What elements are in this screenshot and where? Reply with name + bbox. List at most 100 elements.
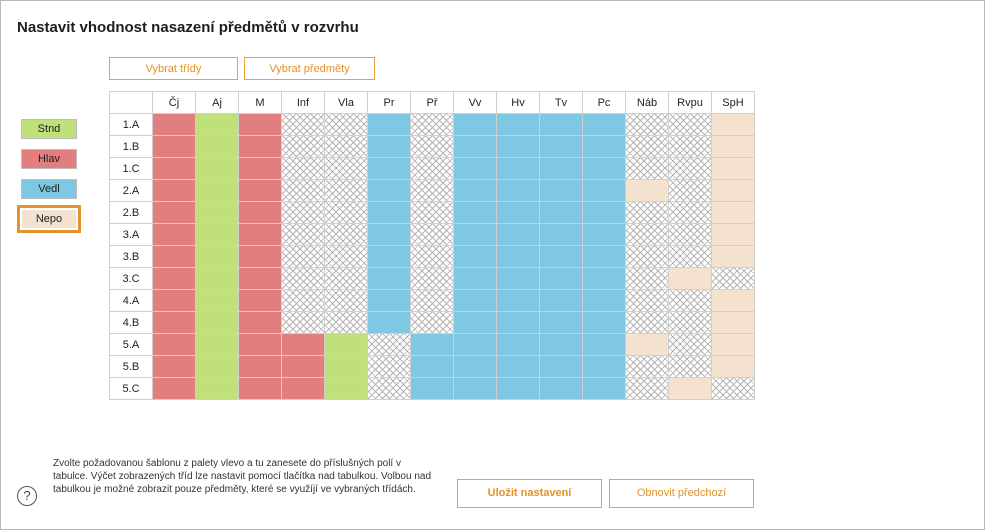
grid-cell[interactable]: [539, 113, 583, 136]
grid-cell[interactable]: [496, 113, 540, 136]
grid-cell[interactable]: [238, 135, 282, 158]
grid-cell[interactable]: [668, 201, 712, 224]
grid-cell[interactable]: [281, 311, 325, 334]
grid-cell[interactable]: [410, 245, 454, 268]
grid-cell[interactable]: [152, 223, 196, 246]
grid-cell[interactable]: [324, 377, 368, 400]
grid-cell[interactable]: [281, 179, 325, 202]
question-icon[interactable]: ?: [17, 486, 37, 506]
grid-cell[interactable]: [281, 223, 325, 246]
palette-hlav[interactable]: Hlav: [21, 149, 77, 169]
grid-cell[interactable]: [582, 377, 626, 400]
grid-cell[interactable]: [410, 333, 454, 356]
grid-cell[interactable]: [367, 135, 411, 158]
grid-cell[interactable]: [152, 157, 196, 180]
grid-cell[interactable]: [539, 377, 583, 400]
grid-cell[interactable]: [195, 157, 239, 180]
grid-cell[interactable]: [625, 289, 669, 312]
grid-cell[interactable]: [410, 267, 454, 290]
grid-cell[interactable]: [453, 201, 497, 224]
select-classes-button[interactable]: Vybrat třídy: [109, 57, 238, 80]
grid-cell[interactable]: [238, 377, 282, 400]
grid-cell[interactable]: [324, 157, 368, 180]
grid-cell[interactable]: [324, 245, 368, 268]
grid-cell[interactable]: [410, 179, 454, 202]
grid-cell[interactable]: [711, 245, 755, 268]
grid-cell[interactable]: [582, 245, 626, 268]
grid-cell[interactable]: [625, 179, 669, 202]
grid-cell[interactable]: [668, 377, 712, 400]
grid-cell[interactable]: [367, 201, 411, 224]
grid-cell[interactable]: [496, 377, 540, 400]
palette-stnd[interactable]: Stnd: [21, 119, 77, 139]
grid-cell[interactable]: [453, 311, 497, 334]
grid-cell[interactable]: [668, 267, 712, 290]
grid-cell[interactable]: [711, 179, 755, 202]
grid-cell[interactable]: [668, 135, 712, 158]
grid-cell[interactable]: [367, 355, 411, 378]
grid-cell[interactable]: [668, 333, 712, 356]
grid-cell[interactable]: [582, 201, 626, 224]
grid-cell[interactable]: [668, 355, 712, 378]
grid-cell[interactable]: [453, 113, 497, 136]
grid-cell[interactable]: [410, 289, 454, 312]
grid-cell[interactable]: [539, 201, 583, 224]
grid-cell[interactable]: [367, 245, 411, 268]
grid-cell[interactable]: [281, 377, 325, 400]
palette-nepo-selected[interactable]: Nepo: [17, 205, 81, 233]
select-subjects-button[interactable]: Vybrat předměty: [244, 57, 375, 80]
grid-cell[interactable]: [711, 355, 755, 378]
grid-cell[interactable]: [625, 135, 669, 158]
grid-cell[interactable]: [711, 289, 755, 312]
grid-cell[interactable]: [324, 289, 368, 312]
grid-cell[interactable]: [410, 201, 454, 224]
grid-cell[interactable]: [539, 355, 583, 378]
grid-cell[interactable]: [281, 355, 325, 378]
grid-cell[interactable]: [195, 311, 239, 334]
grid-cell[interactable]: [496, 245, 540, 268]
grid-cell[interactable]: [539, 179, 583, 202]
grid-cell[interactable]: [668, 311, 712, 334]
grid-cell[interactable]: [582, 355, 626, 378]
grid-cell[interactable]: [625, 157, 669, 180]
grid-cell[interactable]: [539, 267, 583, 290]
grid-cell[interactable]: [582, 113, 626, 136]
grid-cell[interactable]: [152, 113, 196, 136]
grid-cell[interactable]: [367, 289, 411, 312]
grid-cell[interactable]: [496, 201, 540, 224]
grid-cell[interactable]: [324, 355, 368, 378]
grid-cell[interactable]: [195, 267, 239, 290]
grid-cell[interactable]: [152, 289, 196, 312]
grid-cell[interactable]: [281, 157, 325, 180]
grid-cell[interactable]: [582, 179, 626, 202]
grid-cell[interactable]: [195, 289, 239, 312]
grid-cell[interactable]: [195, 135, 239, 158]
grid-cell[interactable]: [496, 355, 540, 378]
grid-cell[interactable]: [410, 355, 454, 378]
grid-cell[interactable]: [281, 113, 325, 136]
grid-cell[interactable]: [711, 201, 755, 224]
grid-cell[interactable]: [324, 113, 368, 136]
grid-cell[interactable]: [152, 201, 196, 224]
grid-cell[interactable]: [496, 223, 540, 246]
grid-cell[interactable]: [625, 311, 669, 334]
grid-cell[interactable]: [711, 267, 755, 290]
save-settings-button[interactable]: Uložit nastavení: [457, 479, 602, 508]
grid-cell[interactable]: [324, 223, 368, 246]
grid-cell[interactable]: [582, 311, 626, 334]
grid-cell[interactable]: [625, 267, 669, 290]
grid-cell[interactable]: [152, 267, 196, 290]
grid-cell[interactable]: [281, 135, 325, 158]
grid-cell[interactable]: [238, 201, 282, 224]
grid-cell[interactable]: [711, 377, 755, 400]
grid-cell[interactable]: [281, 245, 325, 268]
grid-cell[interactable]: [668, 289, 712, 312]
grid-cell[interactable]: [238, 311, 282, 334]
grid-cell[interactable]: [367, 311, 411, 334]
grid-cell[interactable]: [539, 289, 583, 312]
grid-cell[interactable]: [453, 157, 497, 180]
grid-cell[interactable]: [324, 135, 368, 158]
grid-cell[interactable]: [582, 157, 626, 180]
grid-cell[interactable]: [367, 333, 411, 356]
grid-cell[interactable]: [152, 333, 196, 356]
